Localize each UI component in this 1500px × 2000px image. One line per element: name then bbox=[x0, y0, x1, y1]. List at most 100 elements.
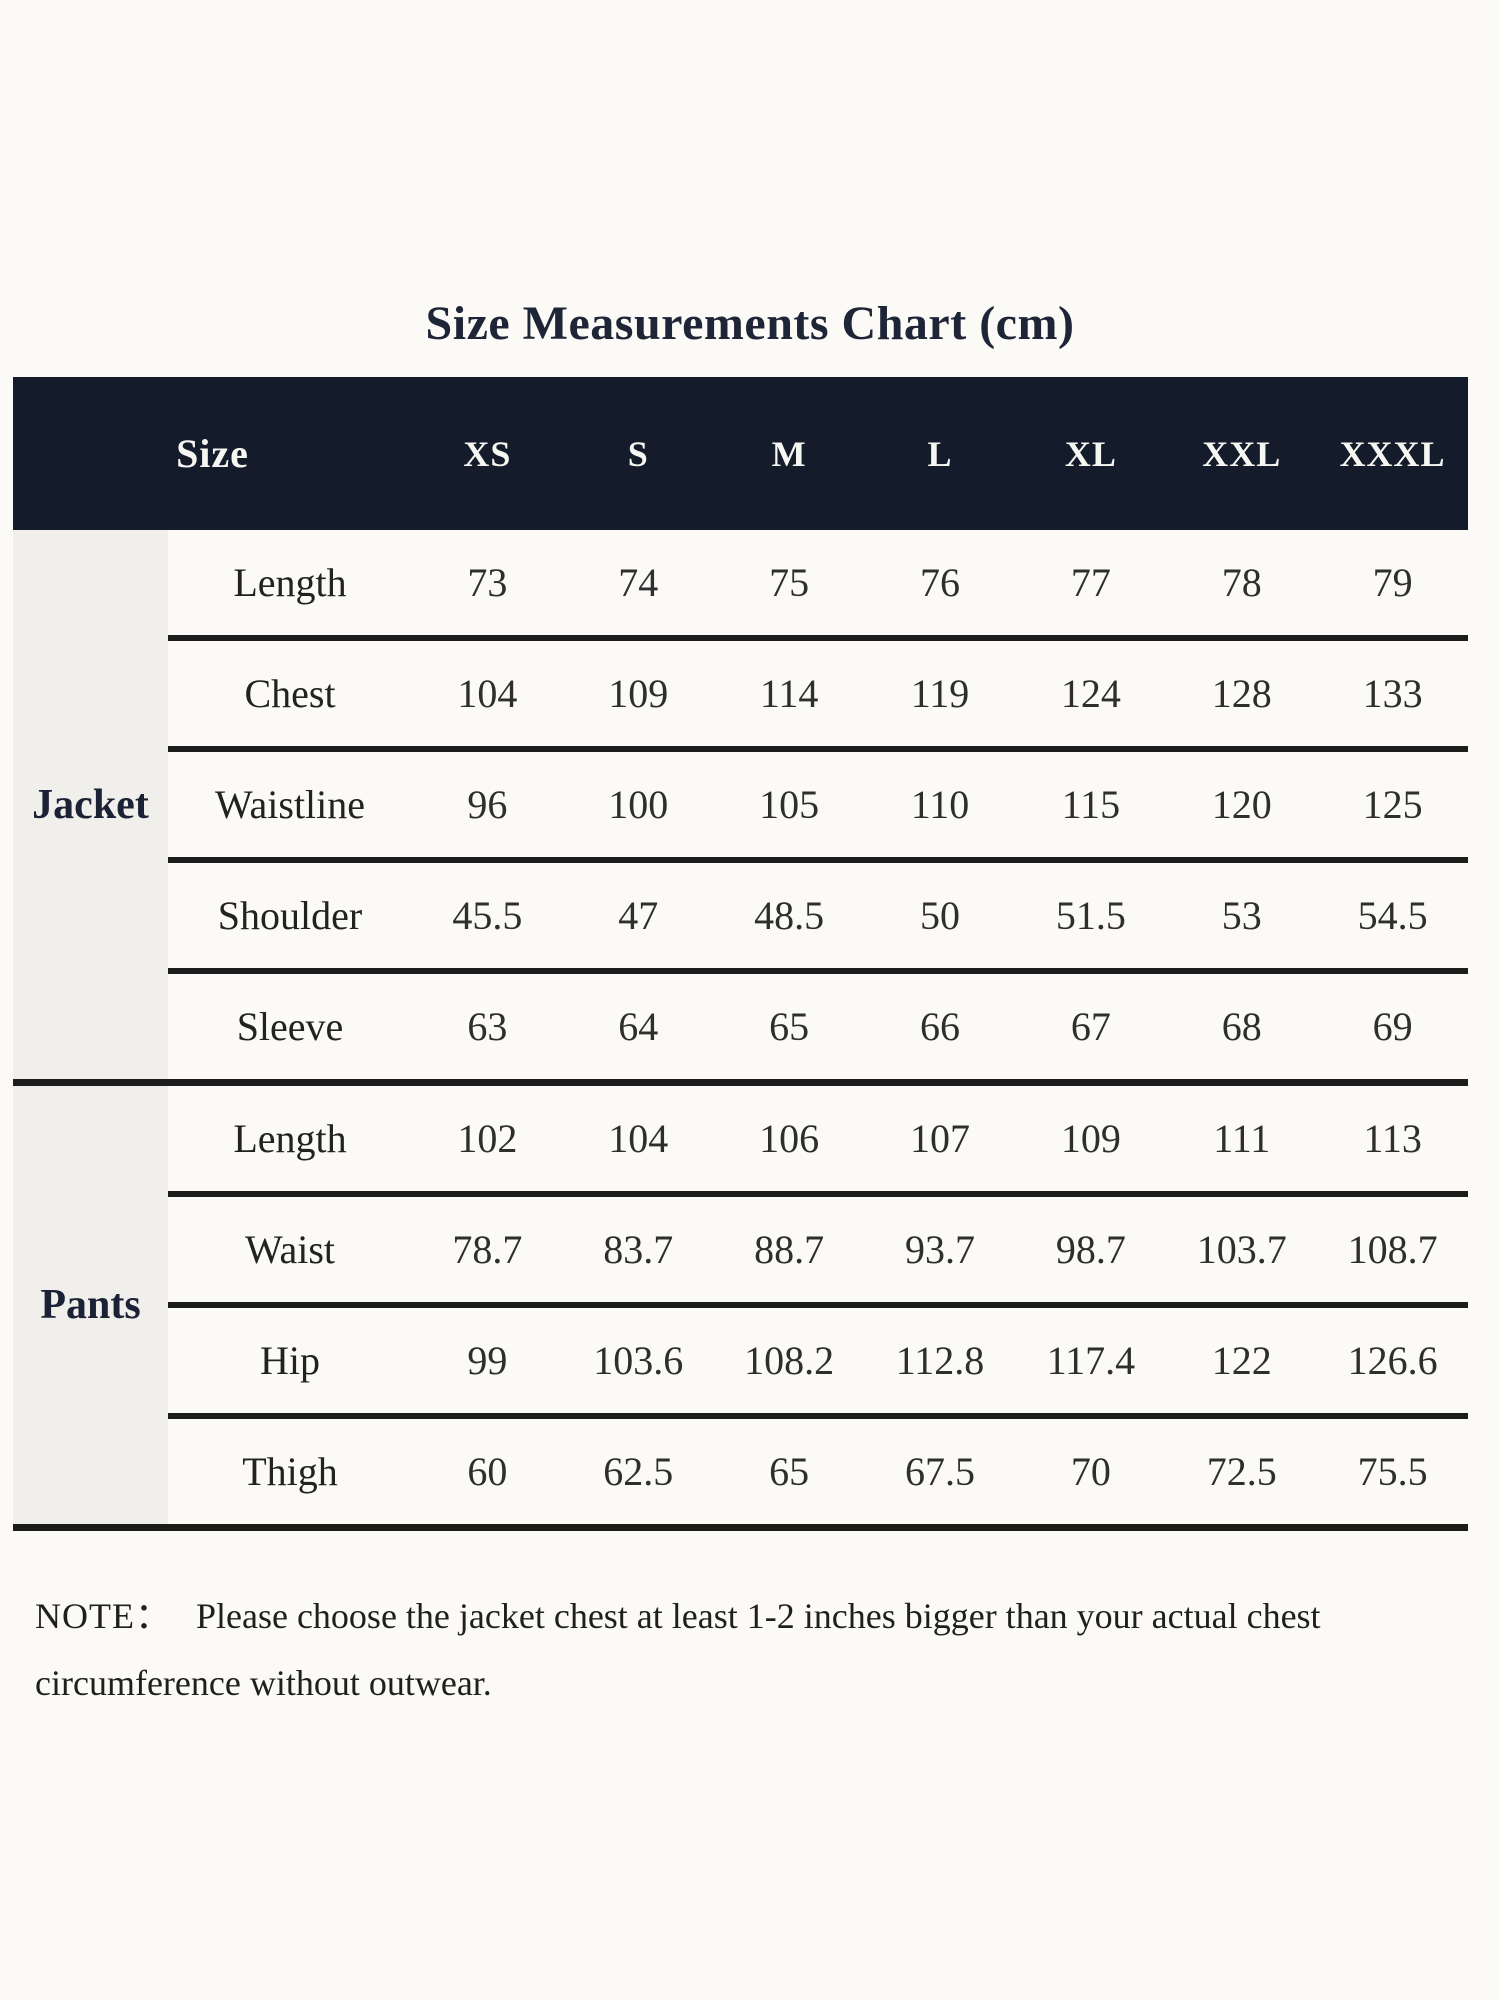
cell-value: 54.5 bbox=[1357, 893, 1428, 938]
table-body: Jacket Length 73 74 75 76 77 78 79 Chest 104 109 114… bbox=[13, 530, 1468, 1531]
cell-value: 48.5 bbox=[754, 893, 825, 938]
cell-value: 108.2 bbox=[744, 1338, 835, 1383]
cell-value: 51.5 bbox=[1055, 893, 1126, 938]
cell-value: 117.4 bbox=[1046, 1338, 1136, 1383]
cell-value: 67 bbox=[1070, 1004, 1111, 1049]
row-label: Shoulder bbox=[217, 893, 363, 938]
header-col-xxxl: XXXL bbox=[1339, 433, 1446, 474]
cell-value: 125 bbox=[1362, 782, 1423, 827]
cell-value: 124 bbox=[1060, 671, 1121, 716]
cell-value: 53 bbox=[1221, 893, 1262, 938]
row-label: Length bbox=[233, 560, 347, 605]
row-label: Hip bbox=[260, 1338, 320, 1383]
cell-value: 120 bbox=[1211, 782, 1272, 827]
cell-value: 83.7 bbox=[603, 1227, 674, 1272]
cell-value: 105 bbox=[759, 782, 820, 827]
cell-value: 106 bbox=[759, 1116, 820, 1161]
table-row-pants-thigh: Thigh 60 62.5 65 67.5 70 72.5 75.5 bbox=[168, 1419, 1468, 1524]
cell-value: 122 bbox=[1211, 1338, 1272, 1383]
cell-value: 79 bbox=[1372, 560, 1413, 605]
cell-value: 64 bbox=[618, 1004, 659, 1049]
header-col-xs: XS bbox=[463, 433, 512, 474]
cell-value: 73 bbox=[467, 560, 508, 605]
group-rows-jacket: Length 73 74 75 76 77 78 79 Chest 104 109 114 119 124… bbox=[168, 530, 1468, 1079]
page-title: Size Measurements Chart (cm) bbox=[425, 297, 1075, 350]
row-label: Thigh bbox=[242, 1449, 338, 1494]
cell-value: 96 bbox=[467, 782, 508, 827]
cell-value: 70 bbox=[1070, 1449, 1111, 1494]
table-row-jacket-length: Length 73 74 75 76 77 78 79 bbox=[168, 530, 1468, 641]
header-col-s: S bbox=[627, 433, 649, 474]
cell-value: 62.5 bbox=[603, 1449, 674, 1494]
cell-value: 109 bbox=[608, 671, 669, 716]
group-label-cell-jacket: Jacket bbox=[13, 530, 168, 1079]
cell-value: 66 bbox=[919, 1004, 960, 1049]
cell-value: 76 bbox=[919, 560, 960, 605]
cell-value: 104 bbox=[457, 671, 518, 716]
cell-value: 133 bbox=[1362, 671, 1423, 716]
table-row-jacket-shoulder: Shoulder 45.5 47 48.5 50 51.5 53 54.5 bbox=[168, 863, 1468, 974]
row-label: Chest bbox=[244, 671, 336, 716]
header-col-xxl: XXL bbox=[1202, 433, 1282, 474]
note-label: NOTE： bbox=[35, 1596, 172, 1636]
size-measurements-table: Size XS S M L XL XXL XXXL Jacket Length 73… bbox=[13, 377, 1468, 1531]
cell-value: 103.6 bbox=[593, 1338, 684, 1383]
cell-value: 98.7 bbox=[1055, 1227, 1126, 1272]
cell-value: 75 bbox=[769, 560, 810, 605]
cell-value: 60 bbox=[467, 1449, 508, 1494]
cell-value: 112.8 bbox=[895, 1338, 985, 1383]
header-size-label: Size bbox=[176, 431, 249, 476]
cell-value: 100 bbox=[608, 782, 669, 827]
cell-value: 75.5 bbox=[1357, 1449, 1428, 1494]
cell-value: 109 bbox=[1060, 1116, 1121, 1161]
cell-value: 111 bbox=[1213, 1116, 1271, 1161]
cell-value: 78 bbox=[1221, 560, 1262, 605]
cell-value: 65 bbox=[769, 1449, 810, 1494]
note: NOTE： Please choose the jacket chest at l… bbox=[35, 1583, 1460, 1716]
header-col-l: L bbox=[927, 433, 953, 474]
cell-value: 88.7 bbox=[754, 1227, 825, 1272]
cell-value: 115 bbox=[1061, 782, 1121, 827]
row-label: Waistline bbox=[214, 782, 366, 827]
table-group-jacket: Jacket Length 73 74 75 76 77 78 79 Chest 104 109 114… bbox=[13, 530, 1468, 1079]
cell-value: 110 bbox=[910, 782, 970, 827]
group-label-jacket: Jacket bbox=[32, 781, 149, 828]
cell-value: 102 bbox=[457, 1116, 518, 1161]
row-label: Length bbox=[233, 1116, 347, 1161]
cell-value: 113 bbox=[1363, 1116, 1422, 1161]
note-text: Please choose the jacket chest at least … bbox=[35, 1596, 1321, 1703]
table-row-pants-hip: Hip 99 103.6 108.2 112.8 117.4 122 126.6 bbox=[168, 1308, 1468, 1419]
cell-value: 126.6 bbox=[1347, 1338, 1438, 1383]
cell-value: 119 bbox=[910, 671, 970, 716]
group-label-cell-pants: Pants bbox=[13, 1086, 168, 1524]
header-col-xl: XL bbox=[1064, 433, 1117, 474]
cell-value: 72.5 bbox=[1206, 1449, 1277, 1494]
group-label-pants: Pants bbox=[40, 1282, 141, 1328]
header-col-m: M bbox=[771, 433, 807, 474]
cell-value: 77 bbox=[1070, 560, 1111, 605]
cell-value: 67.5 bbox=[904, 1449, 975, 1494]
table-row-jacket-chest: Chest 104 109 114 119 124 128 133 bbox=[168, 641, 1468, 752]
cell-value: 50 bbox=[919, 893, 960, 938]
cell-value: 99 bbox=[467, 1338, 508, 1383]
cell-value: 63 bbox=[467, 1004, 508, 1049]
table-row-pants-length: Length 102 104 106 107 109 111 113 bbox=[168, 1086, 1468, 1197]
table-row-pants-waist: Waist 78.7 83.7 88.7 93.7 98.7 103.7 108.7 bbox=[168, 1197, 1468, 1308]
cell-value: 65 bbox=[769, 1004, 810, 1049]
cell-value: 103.7 bbox=[1196, 1227, 1287, 1272]
table-row-jacket-waistline: Waistline 96 100 105 110 115 120 125 bbox=[168, 752, 1468, 863]
row-label: Sleeve bbox=[236, 1004, 344, 1049]
row-label: Waist bbox=[244, 1227, 336, 1272]
cell-value: 93.7 bbox=[904, 1227, 975, 1272]
cell-value: 104 bbox=[608, 1116, 669, 1161]
cell-value: 128 bbox=[1211, 671, 1272, 716]
cell-value: 78.7 bbox=[452, 1227, 523, 1272]
table-row-jacket-sleeve: Sleeve 63 64 65 66 67 68 69 bbox=[168, 974, 1468, 1079]
cell-value: 68 bbox=[1221, 1004, 1262, 1049]
table-header-row: Size XS S M L XL XXL XXXL bbox=[13, 377, 1468, 530]
cell-value: 108.7 bbox=[1347, 1227, 1438, 1272]
cell-value: 69 bbox=[1372, 1004, 1413, 1049]
cell-value: 107 bbox=[909, 1116, 970, 1161]
cell-value: 47 bbox=[618, 893, 659, 938]
